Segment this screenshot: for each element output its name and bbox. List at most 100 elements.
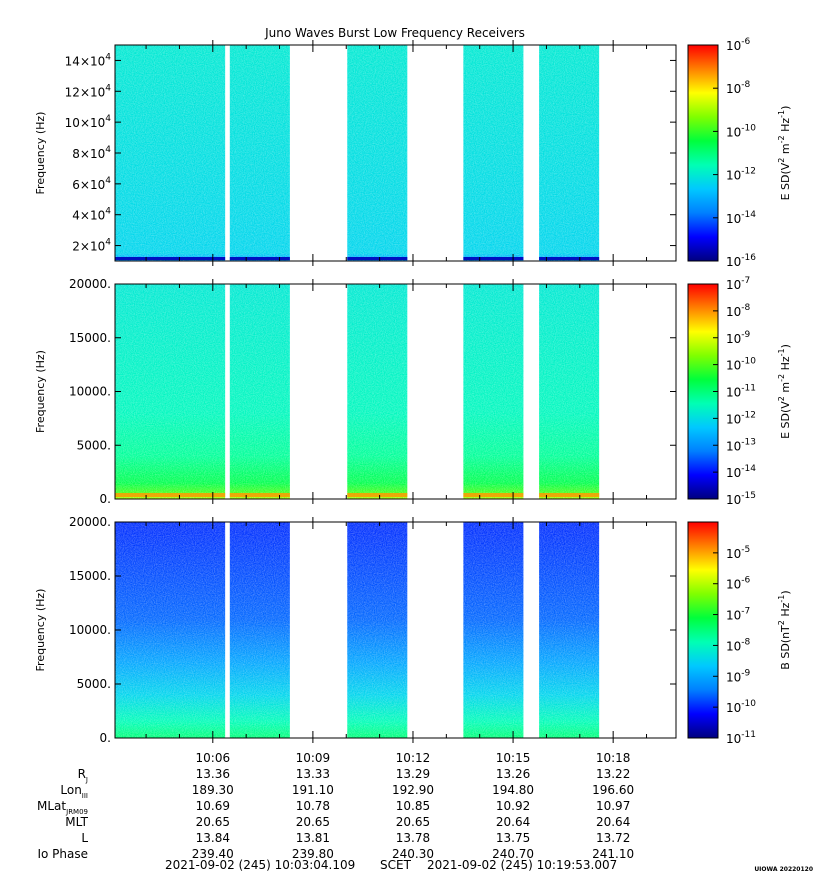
ephemeris-value: 194.80 (492, 783, 535, 797)
spectrogram-noise (115, 522, 226, 738)
colorbar (687, 521, 719, 739)
colorbar-tick-label: 10-14 (726, 464, 756, 480)
spectrogram-noise (229, 284, 290, 499)
spectrogram-noise (463, 284, 524, 499)
ephemeris-value: 20.64 (495, 815, 531, 829)
ephemeris-value: 240.30 (391, 847, 434, 861)
ephemeris-row-subscript: JRM09 (66, 808, 88, 816)
colorbar-tick-label: 10-14 (726, 210, 756, 226)
spectrogram-noise (463, 522, 524, 738)
colorbar-tick-label: 10-8 (726, 637, 751, 653)
spectrogram-noise (115, 284, 226, 499)
spectrogram-noise (539, 522, 600, 738)
y-tick-label: 14×104 (65, 52, 112, 68)
ephemeris-value: 13.78 (395, 831, 431, 845)
spectrogram-noise (229, 522, 290, 738)
colorbar (687, 44, 719, 262)
ephemeris-value: 192.90 (391, 783, 434, 797)
spectrogram-noise (347, 284, 408, 499)
panel-3: 0. 5000. 10000. 15000. 20000. Frequency (Hz) 1… (34, 515, 792, 746)
ephemeris-value: 191.10 (291, 783, 334, 797)
ephemeris-row-label: Io Phase (37, 847, 88, 861)
colorbar-tick-label: 10-11 (726, 384, 756, 400)
institution-stamp: UIOWA 20220120 (754, 866, 813, 873)
low-frequency-band (539, 493, 600, 497)
colorbar-label: E SD(V2 m-2 Hz-1) (777, 106, 792, 201)
y-tick-label: 20000. (69, 277, 111, 291)
ephemeris-value: 10.92 (495, 799, 531, 813)
ephemeris-row-subscript: III (81, 792, 88, 800)
time-tick-label: 10:12 (395, 751, 431, 765)
colorbar-tick-label: 10-9 (726, 330, 751, 346)
colorbar-tick-label: 10-7 (726, 607, 750, 623)
ephemeris-value: 10.85 (395, 799, 431, 813)
low-frequency-band (539, 257, 600, 260)
ephemeris-value: 196.60 (592, 783, 635, 797)
colorbar-tick-label: 10-10 (726, 123, 756, 139)
spectrogram-noise (347, 522, 408, 738)
colorbar-tick-label: 10-7 (726, 276, 750, 292)
colorbar-tick-label: 10-13 (726, 437, 756, 453)
y-tick-label: 8×104 (72, 145, 111, 161)
colorbar-tick-label: 10-12 (726, 167, 756, 183)
panel-2: 0. 5000. 10000. 15000. 20000. Frequency (Hz) 1… (34, 276, 792, 507)
y-tick-label: 2×104 (72, 238, 111, 254)
colorbar-tick-label: 10-6 (726, 37, 751, 53)
colorbar-tick-label: 10-15 (726, 491, 756, 507)
ephemeris-row-label: MLT (65, 815, 88, 829)
y-axis-label: Frequency (Hz) (34, 589, 47, 672)
y-tick-label: 0. (100, 731, 111, 745)
colorbar-tick-label: 10-10 (726, 699, 756, 715)
y-tick-label: 6×104 (72, 176, 111, 192)
ephemeris-value: 13.36 (195, 767, 230, 781)
ephemeris-value: 20.65 (395, 815, 431, 829)
time-tick-label: 10:18 (595, 751, 631, 765)
ephemeris-value: 239.40 (191, 847, 234, 861)
ephemeris-row-subscript: J (85, 776, 88, 784)
ephemeris-row-label: RJ (77, 767, 88, 784)
panel-1: 2×104 4×104 6×104 8×104 10×104 12×104 14×104 Fr… (34, 37, 792, 269)
low-frequency-band (463, 493, 524, 497)
ephemeris-value: 13.22 (595, 767, 631, 781)
y-tick-label: 10000. (69, 623, 111, 637)
low-frequency-band (347, 493, 408, 497)
ephemeris-value: 20.64 (595, 815, 631, 829)
ephemeris-value: 20.65 (195, 815, 230, 829)
colorbar-label: B SD(nT2 Hz-1) (777, 590, 792, 669)
time-tick-label: 10:09 (295, 751, 331, 765)
ephemeris-value: 10.97 (595, 799, 631, 813)
chart-title: Juno Waves Burst Low Frequency Receivers (264, 26, 525, 40)
low-frequency-band (115, 493, 226, 497)
y-tick-label: 15000. (69, 331, 111, 345)
y-tick-label: 5000. (77, 677, 111, 691)
colorbar-tick-label: 10-16 (726, 253, 756, 269)
colorbar-tick-label: 10-8 (726, 80, 751, 96)
colorbar-tick-label: 10-10 (726, 357, 756, 373)
scet-label: SCET (380, 858, 411, 872)
colorbar-tick-label: 10-5 (726, 545, 750, 561)
low-frequency-band (229, 493, 290, 497)
ephemeris-value: 240.70 (492, 847, 535, 861)
spectrogram-noise (347, 45, 408, 261)
low-frequency-band (347, 257, 408, 260)
colorbar-tick-label: 10-8 (726, 303, 751, 319)
y-tick-label: 15000. (69, 569, 111, 583)
colorbar-tick-label: 10-9 (726, 668, 751, 684)
ephemeris-value: 13.75 (495, 831, 531, 845)
ephemeris-value: 239.80 (291, 847, 334, 861)
y-axis-label: Frequency (Hz) (34, 112, 47, 195)
spectrogram-noise (463, 45, 524, 261)
y-tick-label: 10000. (69, 385, 111, 399)
spectrogram-noise (539, 45, 600, 261)
ephemeris-value: 13.26 (495, 767, 531, 781)
spectrogram-noise (115, 45, 226, 261)
colorbar-tick-label: 10-11 (726, 730, 756, 746)
ephemeris-value: 10.78 (295, 799, 331, 813)
spectrogram-noise (539, 284, 600, 499)
ephemeris-row-label: L (81, 831, 88, 845)
low-frequency-band (463, 257, 524, 260)
y-axis-label: Frequency (Hz) (34, 350, 47, 433)
y-tick-label: 0. (100, 492, 111, 506)
colorbar-label: E SD(V2 m-2 Hz-1) (777, 344, 792, 439)
ephemeris-value: 10.69 (195, 799, 230, 813)
